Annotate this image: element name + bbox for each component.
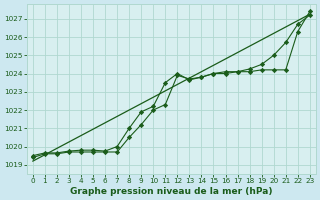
X-axis label: Graphe pression niveau de la mer (hPa): Graphe pression niveau de la mer (hPa) [70, 187, 273, 196]
